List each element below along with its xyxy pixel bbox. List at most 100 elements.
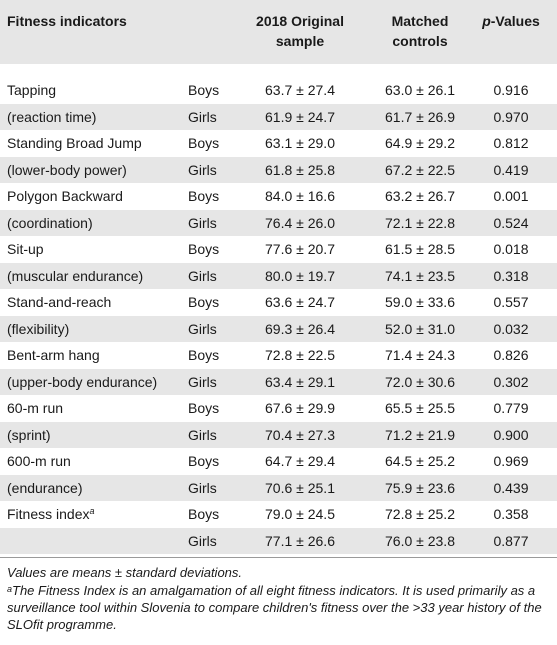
cell-p-value: 0.900	[471, 422, 551, 449]
cell-indicator: (coordination)	[7, 210, 93, 237]
cell-original-sample: 70.6 ± 25.1	[240, 475, 360, 502]
cell-matched-controls: 72.8 ± 25.2	[375, 501, 465, 528]
cell-matched-controls: 64.5 ± 25.2	[375, 448, 465, 475]
cell-indicator-text: Stand-and-reach	[7, 294, 112, 310]
cell-sex-text: Girls	[188, 320, 217, 337]
cell-matched-controls-text: 52.0 ± 31.0	[385, 320, 455, 337]
footnote-values: Values are means ± standard deviations.	[7, 565, 243, 580]
cell-p-value-text: 0.877	[493, 532, 529, 549]
cell-original-sample-text: 80.0 ± 19.7	[265, 267, 335, 284]
cell-indicator: Standing Broad Jump	[7, 130, 142, 157]
cell-sex: Boys	[188, 236, 219, 263]
header-original-sample: 2018 Original sample	[240, 11, 360, 51]
cell-p-value: 0.032	[471, 316, 551, 343]
cell-indicator: 60-m run	[7, 395, 63, 422]
footnote-marker: a	[89, 506, 95, 516]
cell-sex: Boys	[188, 501, 219, 528]
cell-sex: Girls	[188, 422, 217, 449]
cell-original-sample: 61.9 ± 24.7	[240, 104, 360, 131]
cell-matched-controls: 67.2 ± 22.5	[375, 157, 465, 184]
cell-sex: Boys	[188, 130, 219, 157]
table-row: (muscular endurance) Girls 80.0 ± 19.7 74.1…	[0, 262, 557, 290]
cell-matched-controls-text: 74.1 ± 23.5	[385, 267, 455, 284]
cell-matched-controls: 63.2 ± 26.7	[375, 183, 465, 210]
cell-sex-text: Girls	[188, 426, 217, 443]
table-row: 600-m run Boys 64.7 ± 29.4 64.5 ± 25.2 0.969	[0, 448, 557, 475]
cell-original-sample-text: 69.3 ± 26.4	[265, 320, 335, 337]
bottom-rule	[0, 557, 557, 558]
cell-sex-text: Boys	[188, 188, 220, 204]
cell-indicator: (reaction time)	[7, 104, 96, 131]
cell-original-sample-text: 64.7 ± 29.4	[265, 453, 335, 469]
cell-matched-controls-text: 71.4 ± 24.3	[385, 347, 455, 363]
cell-sex: Girls	[188, 316, 217, 343]
footnote-a-marker: a	[7, 584, 13, 594]
cell-sex: Girls	[188, 157, 217, 184]
cell-p-value-text: 0.032	[493, 320, 529, 337]
cell-matched-controls: 59.0 ± 33.6	[375, 289, 465, 316]
cell-matched-controls: 71.2 ± 21.9	[375, 422, 465, 449]
cell-p-value-text: 0.812	[493, 135, 529, 151]
cell-original-sample: 63.1 ± 29.0	[240, 130, 360, 157]
table-header: Fitness indicators 2018 Original sample …	[0, 0, 557, 64]
cell-matched-controls: 71.4 ± 24.3	[375, 342, 465, 369]
cell-matched-controls-text: 67.2 ± 22.5	[385, 161, 455, 178]
cell-indicator: 600-m run	[7, 448, 71, 475]
cell-p-value-text: 0.969	[493, 453, 529, 469]
cell-p-value: 0.018	[471, 236, 551, 263]
cell-original-sample-text: 61.9 ± 24.7	[265, 108, 335, 125]
cell-indicator-text: (endurance)	[7, 479, 83, 496]
cell-p-value: 0.877	[471, 528, 551, 555]
cell-original-sample-text: 77.6 ± 20.7	[265, 241, 335, 257]
cell-sex: Boys	[188, 342, 219, 369]
table-body: Tapping Boys 63.7 ± 27.4 63.0 ± 26.1 0.916 (r…	[0, 64, 557, 554]
cell-sex: Girls	[188, 369, 217, 396]
cell-original-sample-text: 63.4 ± 29.1	[265, 373, 335, 390]
cell-p-value: 0.557	[471, 289, 551, 316]
cell-p-value: 0.969	[471, 448, 551, 475]
cell-matched-controls-text: 75.9 ± 23.6	[385, 479, 455, 496]
cell-sex-text: Girls	[188, 267, 217, 284]
cell-indicator-text: (muscular endurance)	[7, 267, 144, 284]
cell-matched-controls-text: 72.8 ± 25.2	[385, 506, 455, 522]
cell-matched-controls: 65.5 ± 25.5	[375, 395, 465, 422]
cell-p-value: 0.439	[471, 475, 551, 502]
cell-original-sample: 84.0 ± 16.6	[240, 183, 360, 210]
header-p-values: p-Values	[471, 11, 551, 31]
cell-original-sample-text: 70.4 ± 27.3	[265, 426, 335, 443]
cell-indicator: Fitness indexa	[7, 501, 95, 528]
cell-p-value: 0.001	[471, 183, 551, 210]
cell-sex: Girls	[188, 475, 217, 502]
cell-sex: Boys	[188, 448, 219, 475]
cell-matched-controls: 72.0 ± 30.6	[375, 369, 465, 396]
cell-original-sample: 64.7 ± 29.4	[240, 448, 360, 475]
cell-sex: Girls	[188, 104, 217, 131]
header-matched-line1: Matched	[391, 13, 449, 29]
cell-indicator: (upper-body endurance)	[7, 369, 157, 396]
cell-p-value: 0.970	[471, 104, 551, 131]
cell-indicator-text: (sprint)	[7, 426, 51, 443]
cell-sex-text: Girls	[188, 214, 217, 231]
cell-indicator-text: Bent-arm hang	[7, 347, 100, 363]
cell-original-sample: 61.8 ± 25.8	[240, 157, 360, 184]
cell-original-sample: 80.0 ± 19.7	[240, 263, 360, 290]
table-row: 60-m run Boys 67.6 ± 29.9 65.5 ± 25.5 0.779	[0, 395, 557, 422]
table-row: (coordination) Girls 76.4 ± 26.0 72.1 ± 22.…	[0, 209, 557, 237]
cell-indicator: Sit-up	[7, 236, 44, 263]
cell-matched-controls-text: 61.7 ± 26.9	[385, 108, 455, 125]
header-p-suffix: -Values	[490, 13, 540, 29]
cell-p-value: 0.419	[471, 157, 551, 184]
header-p-italic: p	[482, 13, 491, 29]
cell-matched-controls: 75.9 ± 23.6	[375, 475, 465, 502]
cell-sex: Girls	[188, 263, 217, 290]
cell-original-sample-text: 63.7 ± 27.4	[265, 82, 335, 98]
cell-indicator-text: 60-m run	[7, 400, 64, 416]
cell-matched-controls: 52.0 ± 31.0	[375, 316, 465, 343]
cell-original-sample: 77.1 ± 26.6	[240, 528, 360, 555]
cell-matched-controls-text: 64.9 ± 29.2	[385, 135, 455, 151]
cell-sex-text: Girls	[188, 161, 217, 178]
cell-sex-text: Boys	[188, 347, 220, 363]
cell-p-value: 0.302	[471, 369, 551, 396]
cell-indicator: (endurance)	[7, 475, 83, 502]
